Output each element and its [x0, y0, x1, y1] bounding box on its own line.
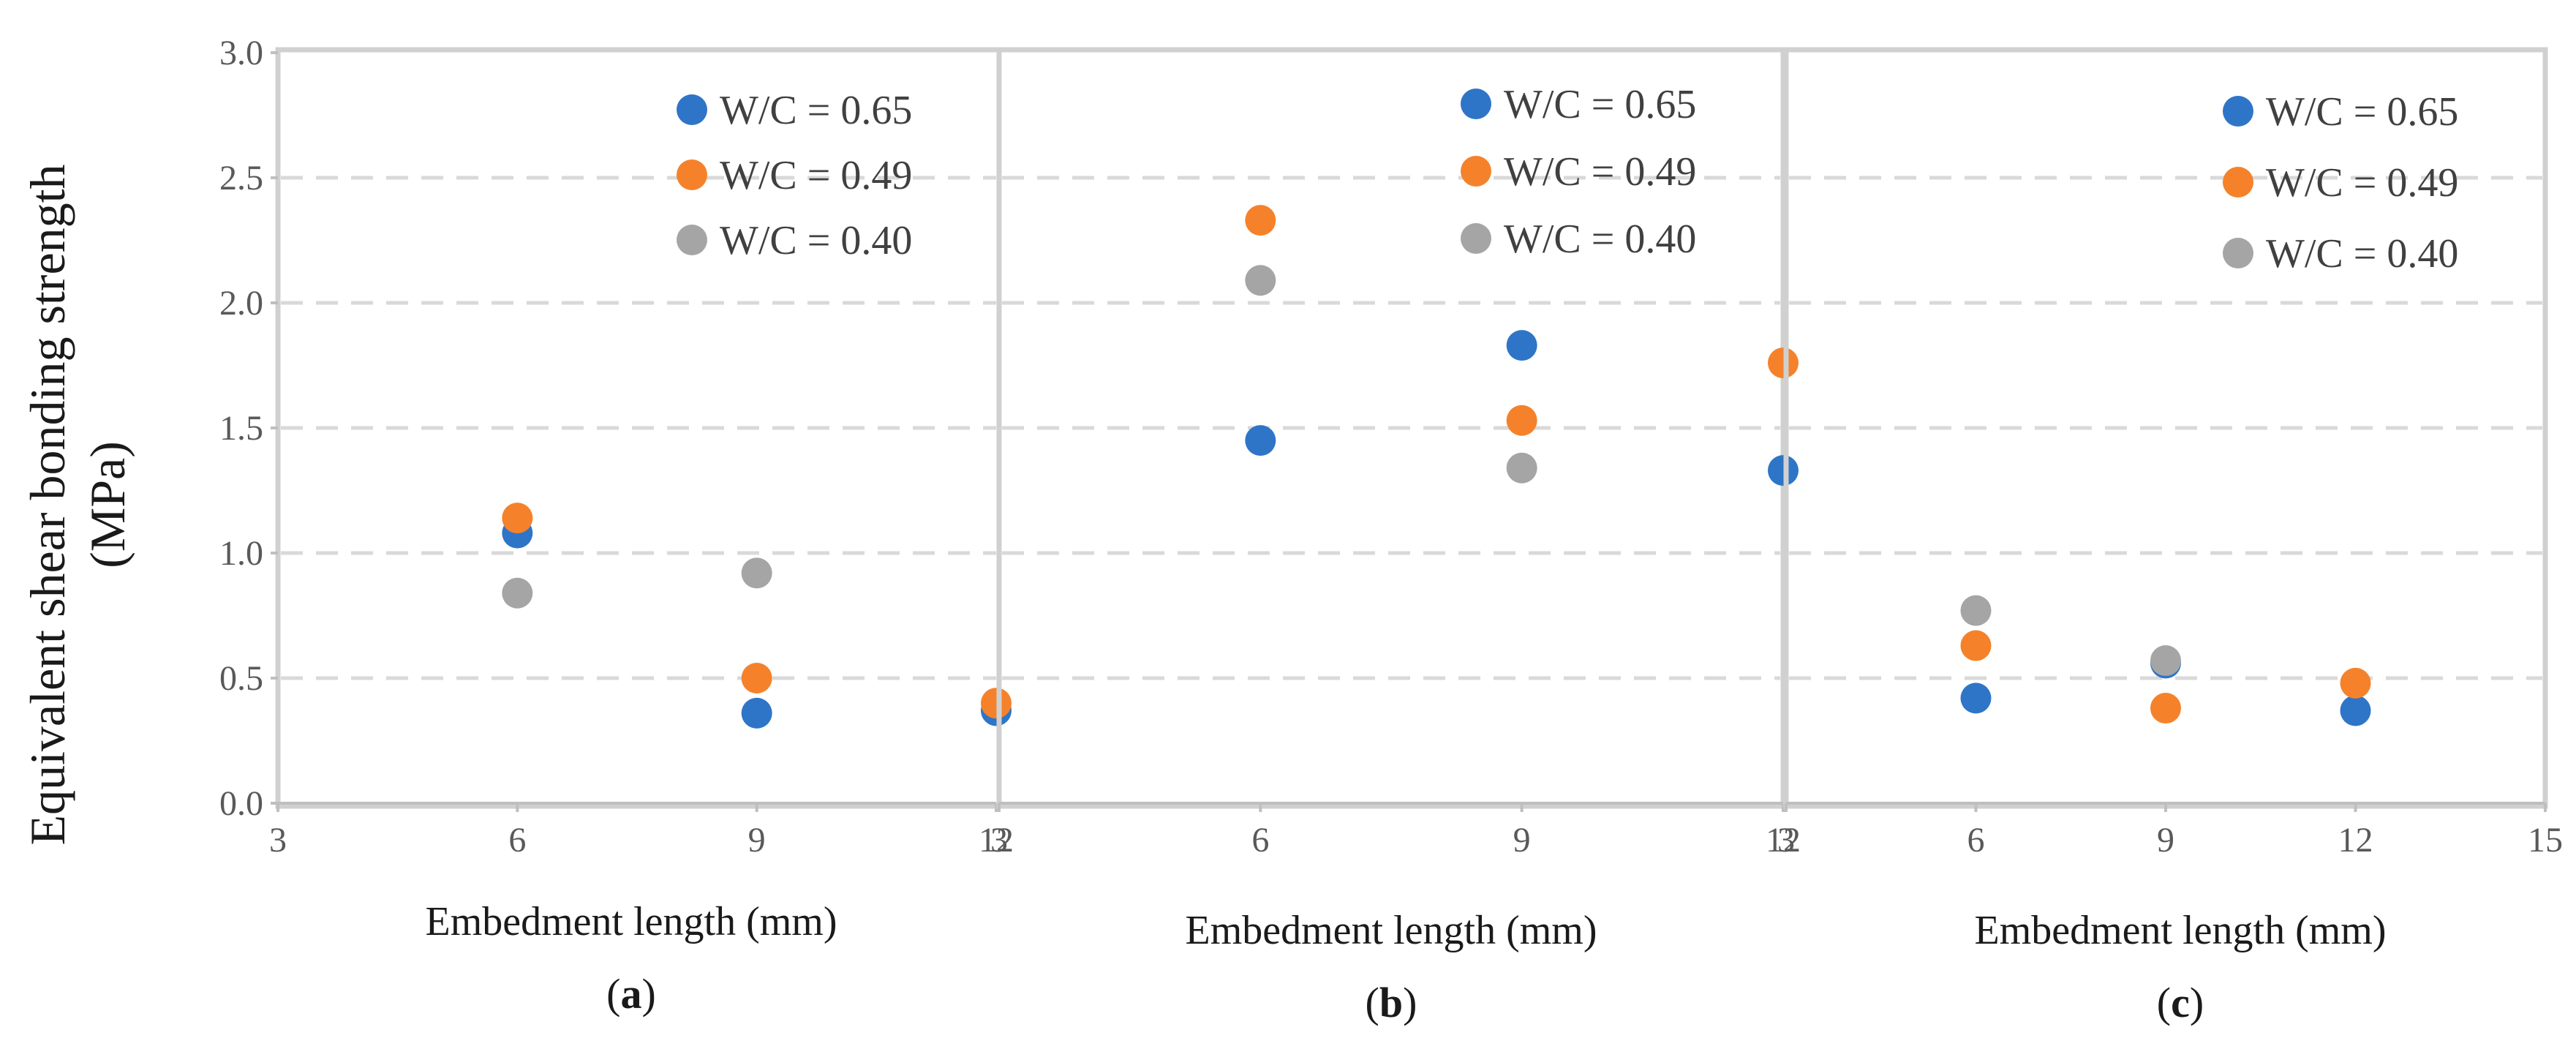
panel-border — [996, 47, 1786, 809]
legend-label: W/C = 0.40 — [2266, 231, 2458, 277]
x-tick-label: 12 — [2338, 821, 2373, 860]
data-point-a-s1-2 — [981, 688, 1012, 719]
legend-label: W/C = 0.49 — [720, 153, 912, 198]
data-point-b-s0-2 — [1768, 455, 1799, 486]
legend-marker — [1461, 156, 1491, 187]
x-tick-label: 15 — [2528, 821, 2563, 860]
y-tick-label: 0.0 — [219, 784, 263, 823]
x-axis-title: Embedment length (mm) — [426, 899, 837, 944]
data-point-c-s0-0 — [1960, 683, 1992, 714]
x-tick-label: 6 — [1251, 821, 1269, 860]
x-axis-title: Embedment length (mm) — [1186, 908, 1597, 953]
x-tick-label: 6 — [1967, 821, 1985, 860]
data-point-a-s1-0 — [502, 503, 533, 534]
data-point-a-s0-1 — [741, 697, 772, 729]
panel-label: (a) — [606, 970, 656, 1018]
panel-letter: b — [1379, 979, 1403, 1026]
x-axis-title: Embedment length (mm) — [1975, 908, 2387, 953]
data-point-a-s1-1 — [741, 663, 772, 693]
legend-marker — [1461, 89, 1491, 119]
panel-b: 3 6 9 12 W/C = 0.65 W/C = 0.49 W/C = 0.40 Embed… — [990, 47, 1801, 1026]
data-point-c-s1-1 — [2150, 693, 2181, 724]
legend-label: W/C = 0.65 — [720, 88, 912, 133]
x-tick-label: 6 — [508, 821, 526, 860]
legend-marker — [2223, 167, 2253, 198]
y-tick-label: 2.5 — [219, 159, 263, 198]
data-point-c-s1-0 — [1960, 630, 1992, 661]
data-point-b-s0-1 — [1506, 330, 1537, 361]
x-tick-label: 12 — [979, 821, 1014, 860]
data-point-b-s2-1 — [1506, 452, 1537, 484]
data-point-b-s1-1 — [1506, 405, 1537, 436]
data-point-b-s0-0 — [1245, 425, 1276, 456]
y-tick-label: 1.0 — [219, 534, 263, 573]
y-tick-label: 1.5 — [219, 409, 263, 448]
legend-label: W/C = 0.49 — [2266, 160, 2458, 206]
legend-label: W/C = 0.49 — [1504, 149, 1696, 195]
y-axis-title-line2: (MPa) — [80, 441, 135, 568]
panel-c: 3 6 9 12 15 W/C = 0.65 W/C = 0.49 W/C = 0.40 Emb… — [1777, 47, 2563, 1026]
data-point-b-s1-0 — [1245, 205, 1276, 236]
data-point-c-s1-2 — [2340, 667, 2371, 699]
x-tick-label: 3 — [1777, 821, 1795, 860]
panels: 3 6 9 12 W/C = 0.65 W/C = 0.49 W/C = 0.40 Embed… — [269, 47, 2563, 1026]
data-point-c-s0-2 — [2340, 695, 2371, 726]
data-point-a-s2-0 — [502, 577, 533, 609]
legend-marker — [1461, 223, 1491, 254]
legend-label: W/C = 0.40 — [1504, 217, 1696, 262]
x-tick-label: 3 — [990, 821, 1008, 860]
y-tick-label: 3.0 — [219, 34, 263, 72]
x-tick-label: 9 — [1513, 821, 1531, 860]
x-tick-label: 12 — [1766, 821, 1801, 860]
y-tick-label: 0.5 — [219, 659, 263, 698]
panel-letter: a — [621, 970, 642, 1018]
panel-label: (c) — [2157, 979, 2204, 1026]
x-tick-label: 9 — [2157, 821, 2174, 860]
x-tick-label: 9 — [748, 821, 766, 860]
legend-label: W/C = 0.40 — [720, 218, 912, 263]
x-tick-label: 3 — [269, 821, 287, 860]
data-point-c-s2-1 — [2150, 645, 2181, 677]
legend-marker — [677, 225, 707, 255]
legend-marker — [677, 94, 707, 125]
legend-label: W/C = 0.65 — [1504, 82, 1696, 127]
y-axis-ticks: 0.0 0.5 1.0 1.5 2.0 2.5 3.0 — [219, 34, 263, 823]
y-axis-title: Equivalent shear bonding strength (MPa) — [20, 164, 135, 845]
legend-marker — [2223, 96, 2253, 127]
y-axis-title-line1: Equivalent shear bonding strength — [20, 164, 75, 845]
legend-marker — [2223, 238, 2253, 268]
data-point-b-s1-2 — [1768, 347, 1799, 379]
legend-label: W/C = 0.65 — [2266, 89, 2458, 135]
panel-a: 3 6 9 12 W/C = 0.65 W/C = 0.49 W/C = 0.40 Embed… — [269, 47, 1014, 1018]
y-tick-label: 2.0 — [219, 284, 263, 323]
panel-label: (b) — [1366, 979, 1417, 1026]
data-point-c-s2-0 — [1960, 595, 1992, 626]
data-point-a-s2-1 — [741, 557, 772, 589]
data-point-b-s2-0 — [1245, 265, 1276, 296]
panel-letter: c — [2171, 979, 2190, 1026]
legend-marker — [677, 159, 707, 190]
